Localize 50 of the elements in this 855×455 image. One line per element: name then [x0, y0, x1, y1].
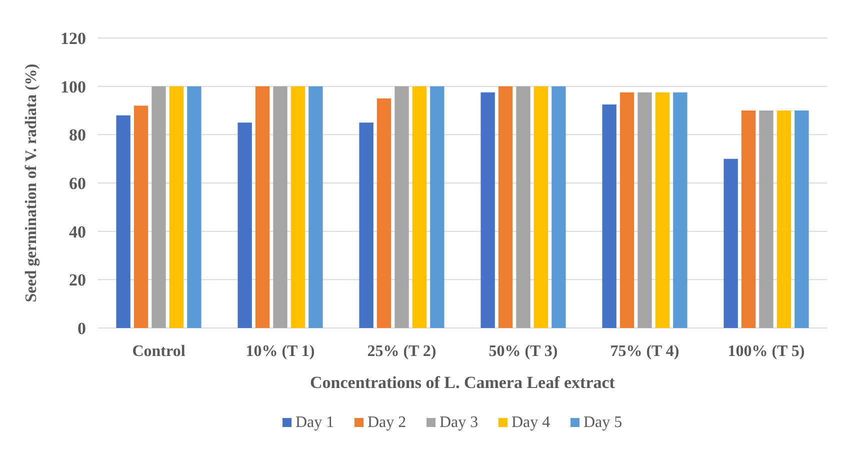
bar — [394, 86, 409, 328]
y-tick-label: 20 — [69, 270, 86, 290]
x-tick-label: 50% (T 3) — [488, 343, 558, 360]
bar — [134, 106, 148, 328]
bar — [620, 92, 634, 328]
bar — [794, 110, 809, 328]
y-tick-label: 60 — [69, 174, 86, 193]
bar — [116, 115, 130, 328]
bar — [516, 86, 530, 328]
bar — [602, 104, 616, 328]
legend-label: Day 2 — [368, 414, 406, 431]
x-axis-title: Concentrations of L. Camera Leaf extract — [310, 373, 616, 392]
bar — [655, 92, 670, 328]
x-tick-label: 10% (T 1) — [246, 343, 315, 360]
legend-label: Day 4 — [512, 414, 550, 431]
bar — [187, 86, 202, 328]
bar — [534, 86, 548, 328]
y-tick-label: 120 — [60, 28, 86, 48]
y-tick-label: 80 — [69, 126, 86, 145]
bar — [741, 110, 756, 328]
bar — [238, 122, 252, 328]
x-tick-label: 100% (T 5) — [728, 343, 805, 360]
bar — [169, 86, 184, 328]
bar — [308, 86, 323, 328]
x-tick-label: 75% (T 4) — [610, 343, 680, 360]
bar — [552, 86, 566, 328]
bar — [430, 86, 444, 328]
y-axis-title: Seed germination of V. radiata (%) — [23, 64, 40, 302]
bar — [290, 86, 306, 328]
y-tick-label: 100 — [60, 77, 86, 96]
bar — [724, 158, 738, 328]
x-tick-label: 25% (T 2) — [367, 343, 436, 360]
legend-label: Day 3 — [440, 414, 478, 431]
legend-label: Day 1 — [296, 414, 334, 431]
bar — [759, 110, 774, 328]
bar — [638, 92, 652, 328]
bar — [273, 86, 288, 328]
y-tick-label: 40 — [69, 222, 86, 242]
legend-label: Day 5 — [584, 414, 622, 431]
x-tick-label: Control — [132, 343, 186, 360]
bar — [359, 122, 374, 328]
bar — [376, 98, 392, 328]
bar — [498, 86, 513, 328]
bar — [412, 86, 427, 328]
bar — [673, 92, 688, 328]
y-tick-label: 0 — [78, 318, 86, 338]
bar — [480, 92, 495, 328]
bar — [152, 86, 166, 328]
bar — [255, 86, 270, 328]
bar — [776, 110, 792, 328]
